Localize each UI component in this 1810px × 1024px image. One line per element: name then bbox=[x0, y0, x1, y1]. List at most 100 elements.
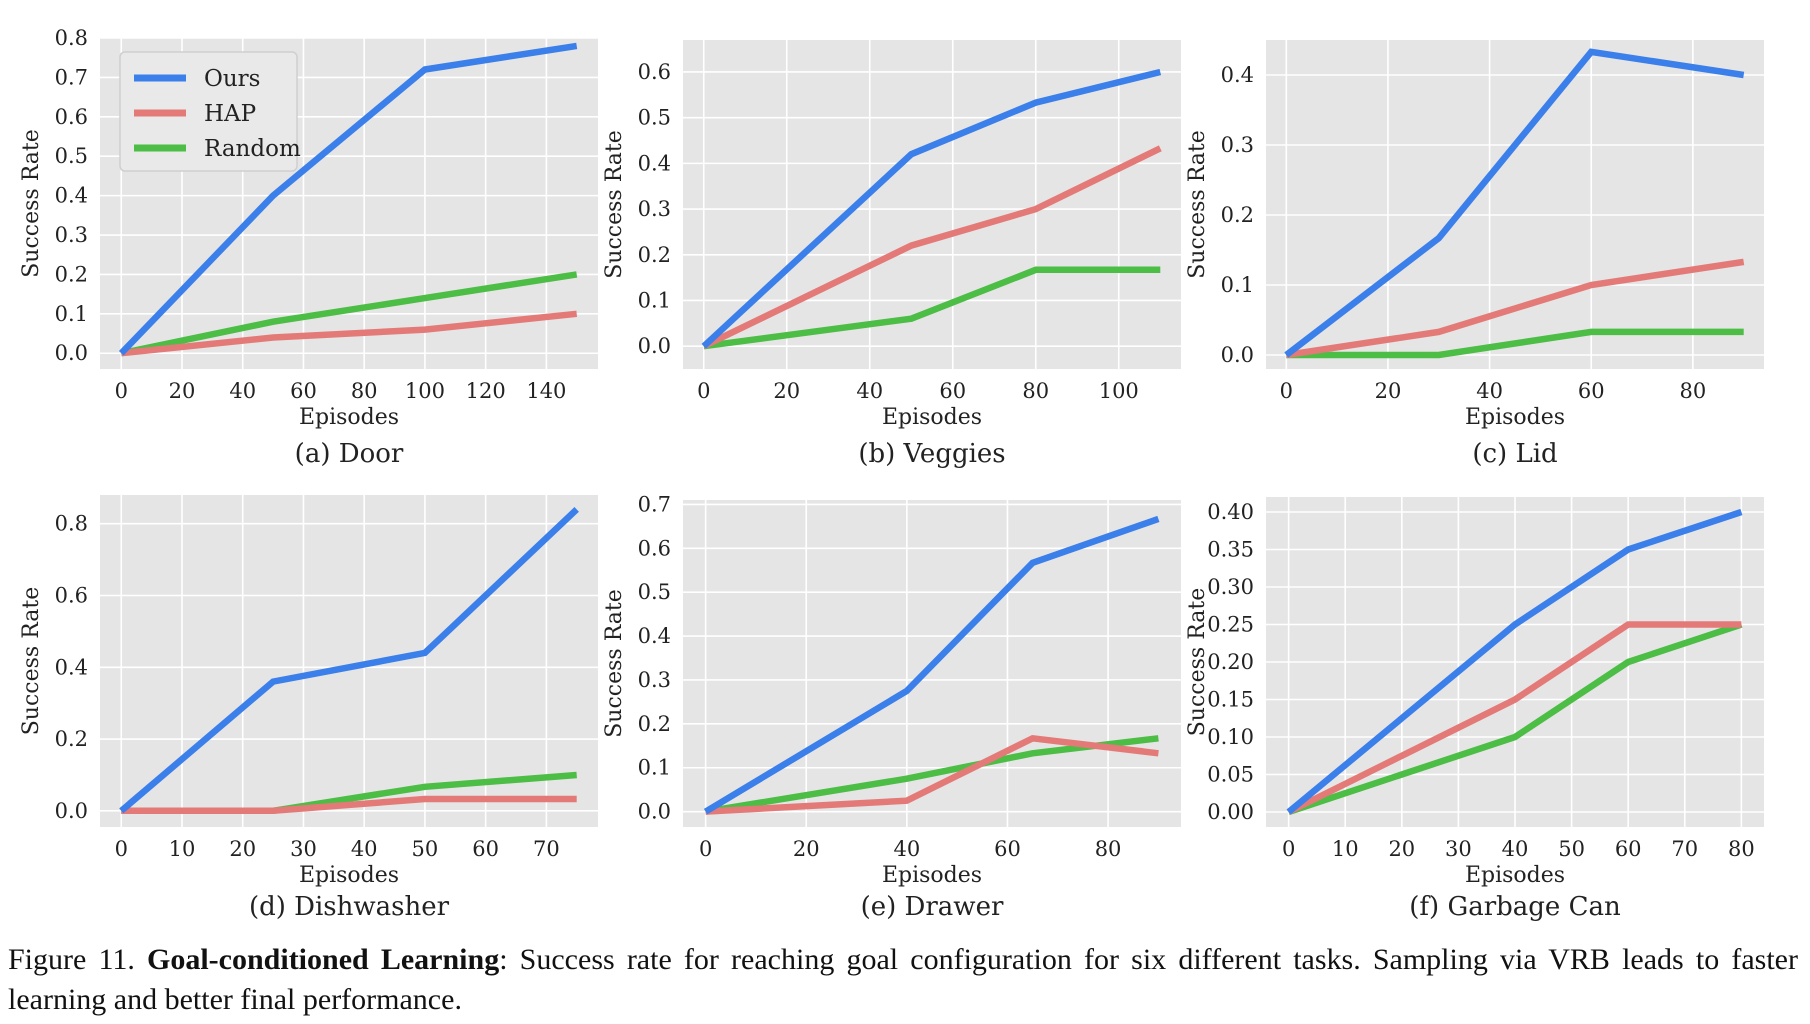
x-tick-label: 0 bbox=[1280, 379, 1293, 403]
chart-panel-e-drawer: 0.0 0.1 0.2 0.3 0.4 0.5 0.6 0.7 0 20 40 60 80 Episode… bbox=[602, 492, 1181, 922]
y-tick-label: 0.5 bbox=[638, 580, 671, 604]
x-tick-label: 140 bbox=[526, 379, 566, 403]
y-tick-label: 0.1 bbox=[1221, 273, 1254, 297]
y-tick-label: 0.5 bbox=[638, 106, 671, 130]
x-tick-label: 40 bbox=[1502, 837, 1529, 861]
series-line-ours bbox=[118, 42, 578, 356]
x-tick-label: 70 bbox=[533, 837, 560, 861]
subfigure-caption: (b) Veggies bbox=[858, 439, 1005, 469]
y-tick-label: 0.6 bbox=[638, 60, 671, 84]
x-tick-label: 40 bbox=[351, 837, 378, 861]
x-tick-label: 80 bbox=[1022, 379, 1049, 403]
series-line-ours bbox=[1286, 508, 1743, 815]
y-tick-label: 0.6 bbox=[638, 536, 671, 560]
x-tick-label: 100 bbox=[405, 379, 445, 403]
subfigure-caption: (d) Dishwasher bbox=[249, 892, 450, 922]
plot-area bbox=[1266, 40, 1764, 369]
y-tick-label: 0.0 bbox=[55, 341, 88, 365]
x-axis-label: Episodes bbox=[299, 405, 399, 430]
y-tick-label: 0.2 bbox=[638, 712, 671, 736]
y-axis-label: Success Rate bbox=[1185, 130, 1210, 279]
caption-body: : Success rate for reaching goal configu… bbox=[8, 943, 1798, 1016]
x-axis-label: Episodes bbox=[882, 863, 982, 888]
y-tick-label: 0.2 bbox=[1221, 203, 1254, 227]
x-axis-label: Episodes bbox=[882, 405, 982, 430]
y-axis-label: Success Rate bbox=[1185, 588, 1210, 737]
y-tick-label: 0.2 bbox=[55, 727, 88, 751]
x-tick-label: 0 bbox=[699, 837, 712, 861]
y-tick-label: 0.8 bbox=[55, 512, 88, 536]
x-tick-label: 40 bbox=[1476, 379, 1503, 403]
y-tick-label: 0.3 bbox=[55, 223, 88, 247]
y-tick-label: 0.0 bbox=[1221, 343, 1254, 367]
plot-area bbox=[100, 495, 598, 827]
x-tick-label: 20 bbox=[793, 837, 820, 861]
y-tick-label: 0.10 bbox=[1207, 725, 1254, 749]
y-tick-label: 0.7 bbox=[55, 65, 88, 89]
x-axis-label: Episodes bbox=[1465, 863, 1565, 888]
x-tick-label: 20 bbox=[229, 837, 256, 861]
x-tick-label: 40 bbox=[893, 837, 920, 861]
series-line-random bbox=[1287, 621, 1743, 816]
series-line-hap bbox=[1285, 258, 1745, 359]
series-line-ours bbox=[1284, 48, 1745, 358]
chart-panel-d-dishwasher: 0.0 0.2 0.4 0.6 0.8 0 10 20 30 40 50 60 70 Episodes Su… bbox=[19, 495, 598, 922]
x-tick-label: 10 bbox=[169, 837, 196, 861]
y-tick-label: 0.00 bbox=[1207, 800, 1254, 824]
chart-panel-c-lid: 0.0 0.1 0.2 0.3 0.4 0 20 40 60 80 Episodes Success … bbox=[1185, 40, 1764, 469]
y-tick-label: 0.1 bbox=[638, 288, 671, 312]
legend-label-ours: Ours bbox=[204, 66, 260, 92]
y-tick-label: 0.4 bbox=[1221, 63, 1254, 87]
subfigure-caption: (a) Door bbox=[295, 439, 404, 469]
x-axis-label: Episodes bbox=[299, 863, 399, 888]
x-axis-label: Episodes bbox=[1465, 405, 1565, 430]
y-tick-label: 0.8 bbox=[55, 26, 88, 50]
y-tick-label: 0.2 bbox=[638, 243, 671, 267]
x-tick-label: 40 bbox=[856, 379, 883, 403]
series-line-ours bbox=[701, 68, 1162, 349]
x-tick-label: 20 bbox=[1388, 837, 1415, 861]
x-tick-label: 0 bbox=[115, 379, 128, 403]
x-tick-label: 20 bbox=[169, 379, 196, 403]
chart-panel-a-door: 0.0 0.1 0.2 0.3 0.4 0.5 0.6 0.7 0.8 0 20 40 60 80 100 1… bbox=[19, 26, 598, 469]
subfigure-caption: (c) Lid bbox=[1472, 439, 1557, 469]
y-tick-label: 0.15 bbox=[1207, 688, 1254, 712]
x-tick-label: 30 bbox=[290, 837, 317, 861]
x-tick-label: 70 bbox=[1671, 837, 1698, 861]
series-line-hap bbox=[120, 310, 578, 357]
y-tick-label: 0.3 bbox=[1221, 133, 1254, 157]
y-tick-label: 0.4 bbox=[638, 624, 671, 648]
x-tick-label: 0 bbox=[115, 837, 128, 861]
y-tick-label: 0.30 bbox=[1207, 575, 1254, 599]
x-tick-label: 50 bbox=[1558, 837, 1585, 861]
y-tick-label: 0.4 bbox=[55, 184, 88, 208]
x-tick-label: 0 bbox=[697, 379, 710, 403]
series-line-hap bbox=[702, 145, 1162, 350]
y-tick-label: 0.1 bbox=[55, 302, 88, 326]
y-tick-label: 0.0 bbox=[638, 334, 671, 358]
series-line-random bbox=[703, 266, 1161, 350]
y-tick-label: 0.0 bbox=[638, 800, 671, 824]
chart-panel-b-veggies: 0.0 0.1 0.2 0.3 0.4 0.5 0.6 0 20 40 60 80 100 Episode… bbox=[602, 40, 1181, 469]
y-tick-label: 0.20 bbox=[1207, 650, 1254, 674]
subfigure-caption: (e) Drawer bbox=[861, 892, 1004, 922]
series-line-ours bbox=[119, 507, 579, 814]
x-tick-label: 80 bbox=[351, 379, 378, 403]
y-tick-label: 0.3 bbox=[638, 668, 671, 692]
x-tick-label: 60 bbox=[290, 379, 317, 403]
series-line-hap bbox=[705, 734, 1159, 815]
y-tick-label: 0.2 bbox=[55, 262, 88, 286]
legend-label-hap: HAP bbox=[204, 101, 256, 127]
x-tick-label: 120 bbox=[466, 379, 506, 403]
series-line-ours bbox=[703, 515, 1160, 815]
x-tick-label: 60 bbox=[1578, 379, 1605, 403]
x-tick-label: 20 bbox=[1375, 379, 1402, 403]
x-tick-label: 0 bbox=[1282, 837, 1295, 861]
x-tick-label: 50 bbox=[412, 837, 439, 861]
x-tick-label: 60 bbox=[472, 837, 499, 861]
x-tick-label: 80 bbox=[1679, 379, 1706, 403]
legend: Ours HAP Random bbox=[119, 51, 301, 172]
chart-panel-f-garbage-can: 0.00 0.05 0.10 0.15 0.20 0.25 0.30 0.35 0.40 0 10 2… bbox=[1185, 497, 1764, 922]
x-tick-label: 60 bbox=[994, 837, 1021, 861]
